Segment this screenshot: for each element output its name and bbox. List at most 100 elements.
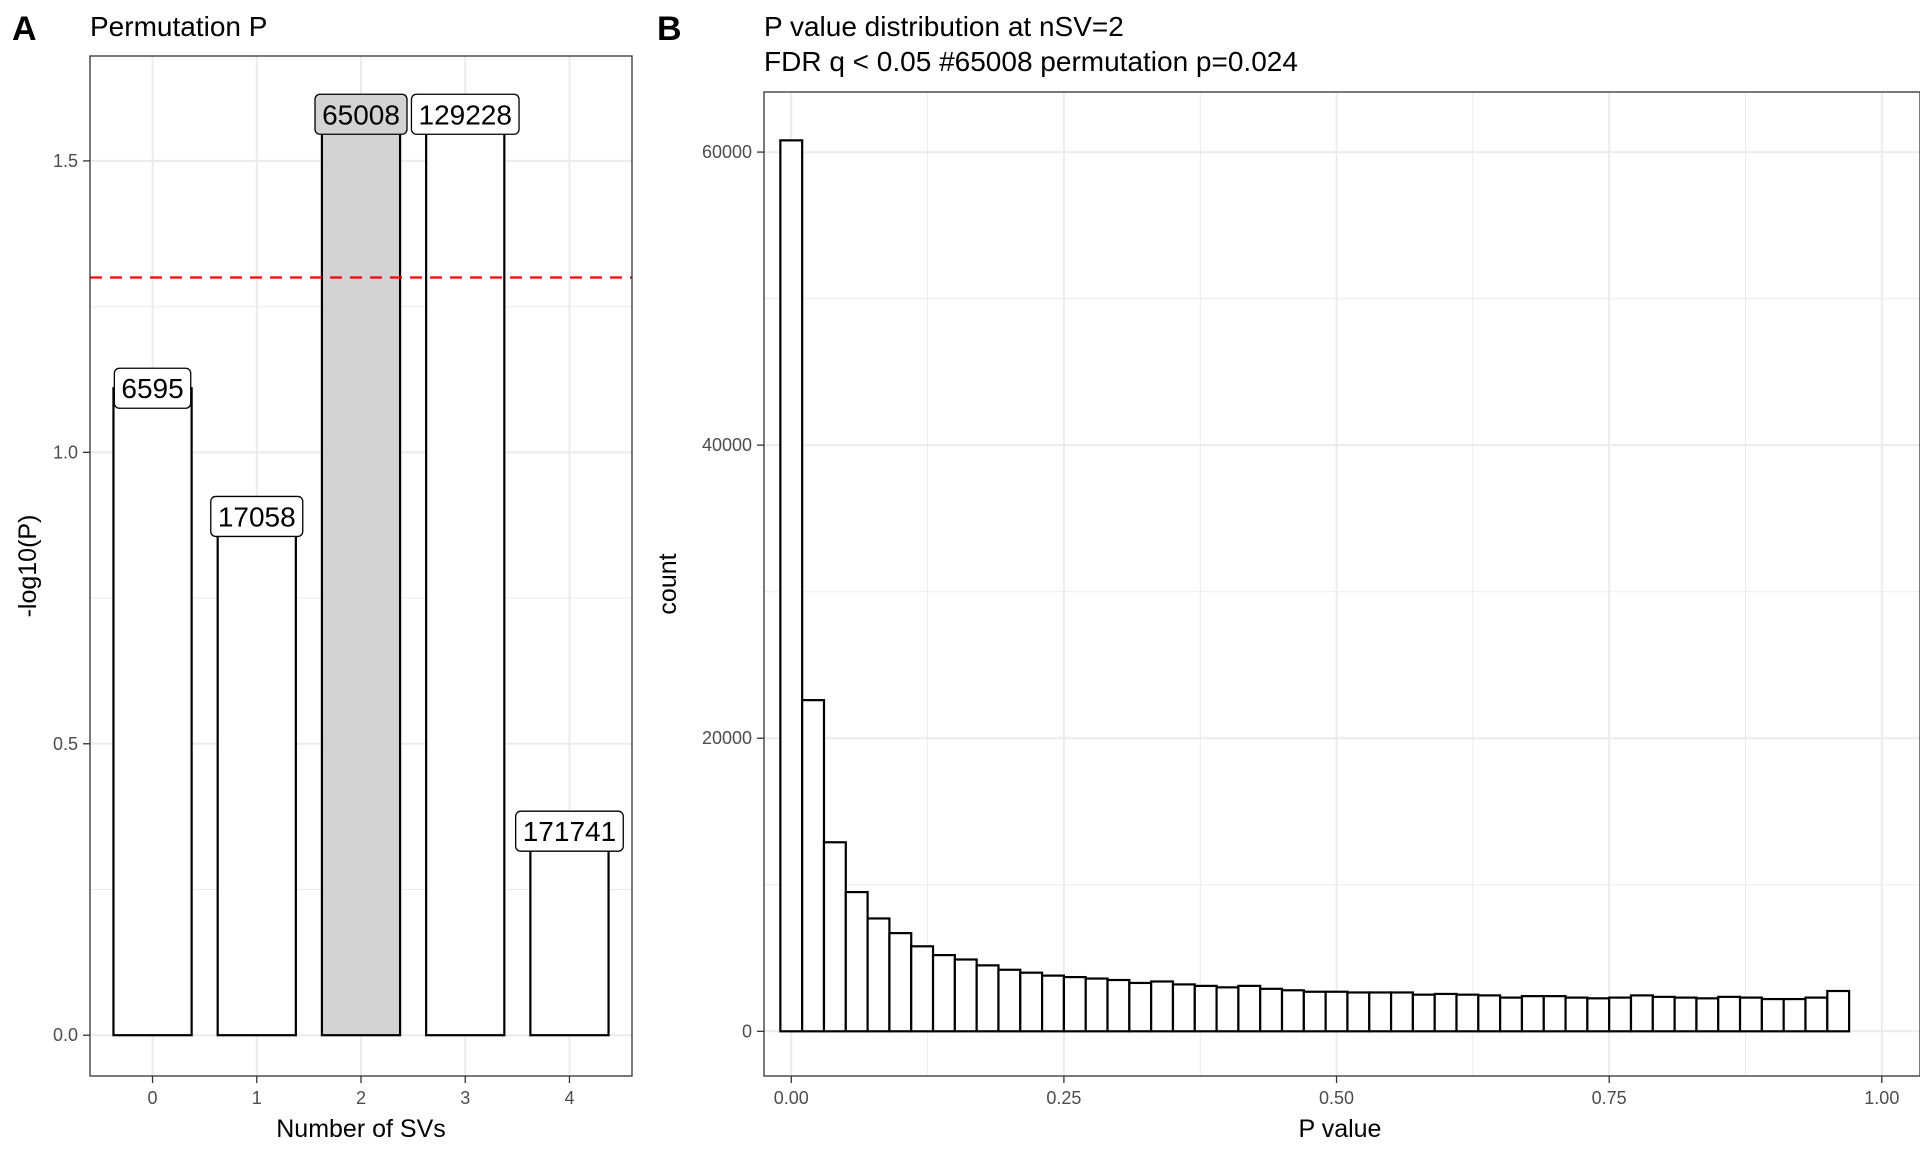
bar xyxy=(529,830,610,1037)
y-tick-label: 60000 xyxy=(702,142,752,162)
x-tick-label: 4 xyxy=(564,1088,574,1108)
x-tick-label: 0 xyxy=(148,1088,158,1108)
histogram-bar xyxy=(997,968,1022,1033)
histogram-bar xyxy=(1477,994,1502,1033)
histogram-bar xyxy=(1062,975,1087,1033)
panel-a-title: Permutation P xyxy=(90,11,267,42)
histogram-bar xyxy=(1651,995,1676,1033)
bar-label: 171741 xyxy=(523,816,616,847)
histogram-bar xyxy=(1019,971,1044,1033)
panel-a-x-axis-title: Number of SVs xyxy=(276,1115,446,1143)
histogram-bar xyxy=(801,699,826,1033)
histogram-bar xyxy=(1564,996,1589,1033)
bar xyxy=(112,387,193,1037)
panel-b-title: P value distribution at nSV=2 xyxy=(764,11,1124,42)
histogram-bar xyxy=(931,954,956,1033)
histogram-bar xyxy=(1695,997,1720,1033)
histogram-bar xyxy=(1150,980,1175,1033)
histogram-bar xyxy=(1411,993,1436,1033)
x-tick-label: 3 xyxy=(460,1088,470,1108)
histogram-bar xyxy=(975,964,1000,1033)
panel-b-plot-border xyxy=(763,91,1920,1077)
histogram-bar xyxy=(888,932,913,1033)
panel-b-y-axis: 0 20000 40000 60000 xyxy=(702,142,764,1041)
panel-b-label: B xyxy=(657,10,682,48)
histogram-bar xyxy=(910,945,935,1033)
y-tick-label: 0.0 xyxy=(53,1025,78,1045)
panel-a-label: A xyxy=(12,10,37,48)
histogram-bar xyxy=(1804,996,1829,1033)
x-tick-label: 0.75 xyxy=(1592,1088,1627,1108)
panel-b-minor-grid xyxy=(764,92,1920,1076)
bar-label-box xyxy=(113,367,192,409)
panel-a: A Permutation P 6595 17058 65008 129228 1717… xyxy=(12,10,633,1143)
histogram-bar xyxy=(844,890,869,1033)
y-tick-label: 0 xyxy=(742,1021,752,1041)
bar xyxy=(425,113,506,1037)
histogram-bar xyxy=(1237,984,1262,1033)
panel-a-bar-labels: 6595 17058 65008 129228 171741 xyxy=(113,93,624,852)
bar-label: 17058 xyxy=(218,501,296,532)
histogram-bar xyxy=(1368,991,1393,1033)
x-tick-label: 1.00 xyxy=(1864,1088,1899,1108)
bar xyxy=(216,515,297,1037)
panel-b-x-axis: 0.00 0.25 0.50 0.75 1.00 xyxy=(774,1076,1899,1108)
histogram-bar xyxy=(1673,996,1698,1033)
histogram-bar xyxy=(1389,991,1414,1033)
y-tick-label: 0.5 xyxy=(53,734,78,754)
histogram-bar xyxy=(866,917,891,1033)
bar-label-box xyxy=(210,495,304,538)
histogram-bar xyxy=(1738,996,1763,1033)
histogram-bar xyxy=(1040,974,1066,1033)
x-tick-label: 1 xyxy=(252,1088,262,1108)
bar-label-box xyxy=(515,810,624,852)
bar-label-box xyxy=(410,93,520,135)
histogram-bar xyxy=(1346,991,1371,1033)
histogram-bar xyxy=(953,958,978,1033)
bar xyxy=(320,113,402,1037)
histogram-bar xyxy=(1760,997,1785,1033)
y-tick-label: 20000 xyxy=(702,728,752,748)
histogram-bar xyxy=(1193,984,1218,1033)
panel-a-x-axis: 0 1 2 3 4 xyxy=(148,1076,574,1108)
bar-label-box xyxy=(314,93,408,135)
panel-b: B P value distribution at nSV=2 FDR q < … xyxy=(654,10,1920,1143)
histogram-bar xyxy=(1215,986,1240,1033)
y-tick-label: 40000 xyxy=(702,435,752,455)
histogram-bar xyxy=(1542,995,1567,1033)
histogram-bar xyxy=(1586,997,1611,1033)
histogram-bar xyxy=(1280,989,1305,1033)
histogram-bar xyxy=(779,139,804,1033)
bar-label: 129228 xyxy=(419,99,512,130)
histogram-bar xyxy=(1433,992,1458,1033)
x-tick-label: 0.50 xyxy=(1319,1088,1354,1108)
panel-b-subtitle: FDR q < 0.05 #65008 permutation p=0.024 xyxy=(764,46,1298,77)
histogram-bar xyxy=(1455,993,1480,1033)
histogram-bar xyxy=(1520,995,1545,1033)
panel-b-x-axis-title: P value xyxy=(1299,1115,1382,1143)
histogram-bar xyxy=(1259,987,1284,1033)
histogram-bar xyxy=(1106,978,1131,1033)
histogram-bar xyxy=(1782,997,1807,1033)
panel-b-histogram-bars xyxy=(779,139,1851,1033)
histogram-bar xyxy=(1302,990,1327,1033)
histogram-bar xyxy=(1084,977,1109,1033)
bar-label: 65008 xyxy=(322,99,400,130)
x-tick-label: 0.00 xyxy=(774,1088,809,1108)
bar-label: 6595 xyxy=(121,373,183,404)
panel-a-bars xyxy=(112,113,610,1037)
panel-b-y-axis-title: count xyxy=(654,553,682,614)
histogram-bar xyxy=(1171,983,1196,1033)
histogram-bar xyxy=(1324,990,1349,1033)
x-tick-label: 2 xyxy=(356,1088,366,1108)
x-tick-label: 0.25 xyxy=(1046,1088,1081,1108)
histogram-bar xyxy=(1717,995,1742,1033)
panel-a-y-axis: 0.0 0.5 1.0 1.5 xyxy=(53,151,90,1045)
y-tick-label: 1.0 xyxy=(53,442,78,462)
histogram-bar xyxy=(1499,996,1524,1033)
histogram-bar xyxy=(1826,989,1851,1033)
y-tick-label: 1.5 xyxy=(53,151,78,171)
histogram-bar xyxy=(1608,996,1633,1033)
histogram-bar xyxy=(822,841,847,1033)
